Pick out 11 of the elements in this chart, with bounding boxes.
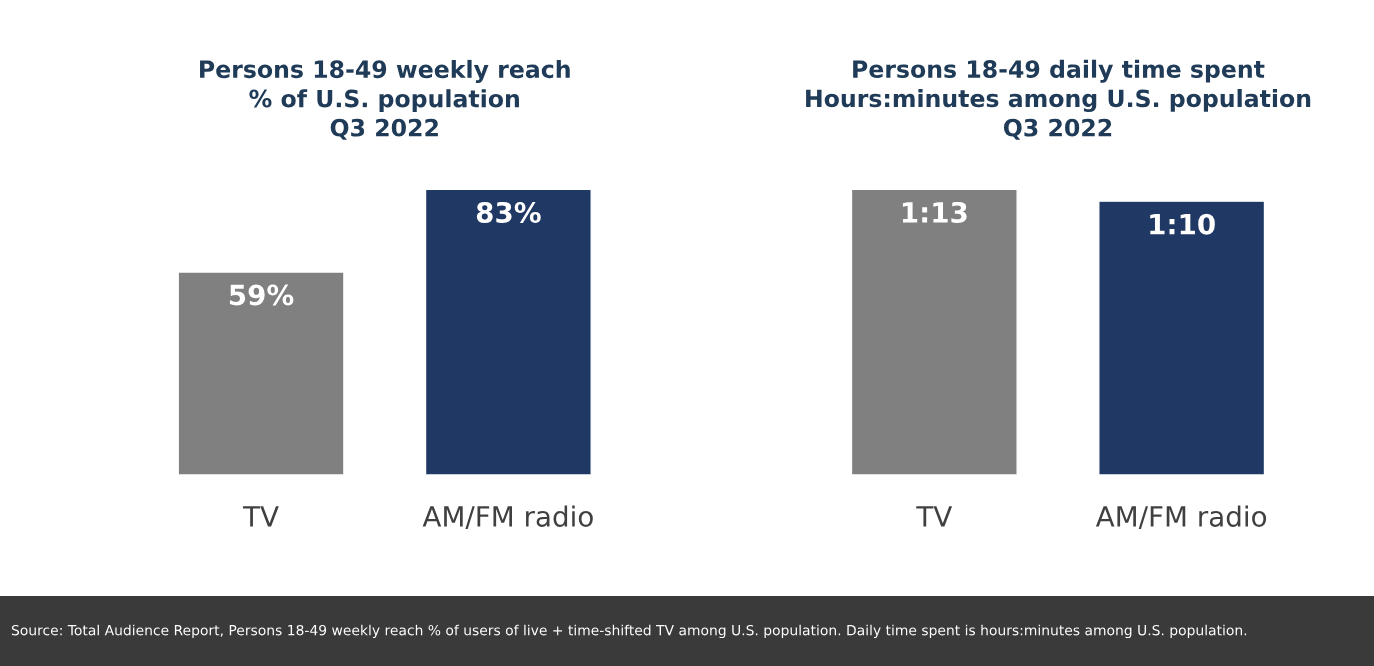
chart-title: Persons 18-49 daily time spent Hours:minutes among U.S. population Q3 2022 <box>806 59 1311 140</box>
chart-title: Persons 18-49 weekly reach % of U.S. population Q3 2022 <box>200 59 570 140</box>
data-label: 1:13 <box>902 201 967 223</box>
x-tick-label: TV <box>916 506 953 527</box>
source-note: Source: Total Audience Report, Persons 18-49 weekly reach % of users of live + time-shifted TV among U.S. population. Daily time spent is hours:minutes among U.S. population. <box>11 624 1247 639</box>
x-tick-label: AM/FM radio <box>422 505 593 530</box>
data-label: 59% <box>229 284 294 306</box>
x-tick-label: AM/FM radio <box>1095 505 1267 530</box>
x-tick-label: TV <box>242 506 279 527</box>
data-label: 1:10 <box>1150 213 1215 235</box>
data-label: 83% <box>476 201 541 223</box>
